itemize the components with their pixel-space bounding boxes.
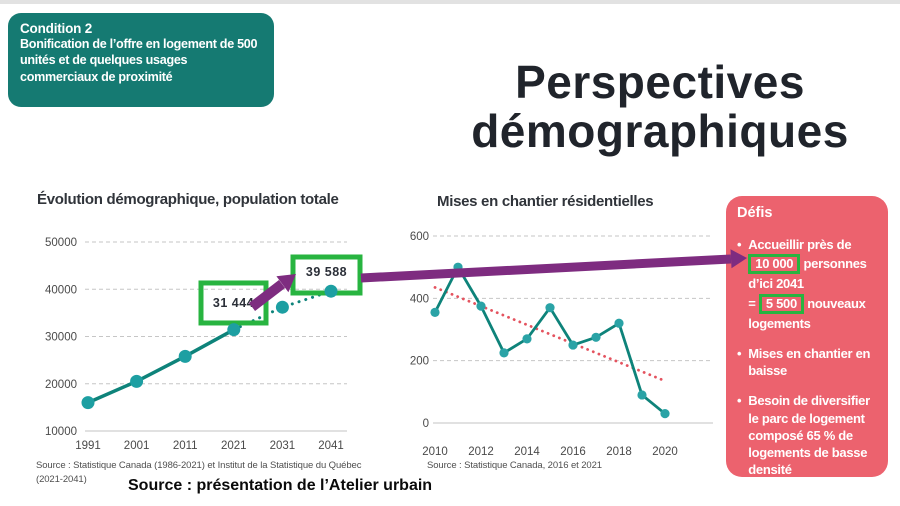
defis-callout: Défis • Accueillir près de 10 000 personn…: [726, 196, 888, 477]
defis-bullet: • Besoin de diversifier le parc de logeme…: [737, 392, 877, 478]
annotation-label: 31 444: [213, 296, 254, 310]
bottom-source: Source : présentation de l’Atelier urbai…: [128, 477, 433, 494]
data-point: [178, 349, 192, 363]
population-chart-title: Évolution démographique, population tota…: [37, 191, 339, 208]
highlight-value: 5 500: [758, 293, 804, 314]
y-tick-label: 0: [423, 418, 429, 430]
data-point: [637, 390, 647, 400]
condition-title: Condition 2: [20, 21, 93, 36]
population-chart: 10000 20000 30000 40000 50000 1991 2001 2011 202…: [45, 237, 363, 452]
data-point: [545, 303, 555, 313]
bullet-segment: =: [748, 295, 759, 311]
x-tick-label: 2020: [652, 446, 678, 458]
x-tick-label: 2011: [173, 440, 198, 452]
defis-title: Défis: [737, 205, 773, 221]
y-tick-label: 10000: [45, 426, 77, 438]
x-tick-label: 2018: [606, 446, 632, 458]
data-point: [660, 409, 670, 419]
data-point: [324, 284, 338, 298]
data-point: [499, 348, 509, 358]
x-tick-label: 2014: [514, 446, 540, 458]
condition-callout: Condition 2 Bonification de l’offre en l…: [8, 13, 274, 107]
y-tick-label: 20000: [45, 379, 77, 391]
x-tick-label: 1991: [75, 440, 101, 452]
y-tick-label: 600: [410, 231, 429, 243]
bullet-text: Accueillir près de 10 000 personnes d’ic…: [748, 236, 877, 332]
bullet-marker: •: [737, 346, 742, 362]
y-tick-label: 400: [410, 293, 429, 305]
data-point: [453, 262, 463, 272]
top-strip: [0, 0, 900, 4]
data-point: [130, 374, 144, 388]
bullet-text: Besoin de diversifier le parc de logemen…: [748, 392, 877, 478]
series-line: [433, 265, 666, 415]
data-point: [522, 334, 532, 344]
y-tick-label: 200: [410, 356, 429, 368]
data-point: [476, 301, 486, 311]
housing-chart-source: Source : Statistique Canada, 2016 et 202…: [427, 460, 602, 471]
y-tick-label: 30000: [45, 332, 77, 344]
housing-chart-title: Mises en chantier résidentielles: [437, 193, 654, 210]
page-title: Perspectives démographiques: [430, 58, 890, 156]
data-point: [275, 300, 289, 314]
x-tick-label: 2012: [468, 446, 494, 458]
x-tick-label: 2016: [560, 446, 586, 458]
x-tick-label: 2041: [318, 440, 344, 452]
data-point: [81, 396, 95, 410]
defis-bullet: • Mises en chantier en baisse: [737, 345, 877, 379]
x-tick-label: 2021: [221, 440, 247, 452]
condition-body: Bonification de l’offre en logement de 5…: [20, 37, 258, 84]
y-tick-label: 50000: [45, 237, 77, 249]
annotation-label: 39 588: [306, 265, 347, 279]
data-point: [227, 323, 241, 337]
bullet-segment: Besoin de diversifier le parc de logemen…: [748, 393, 870, 477]
highlight-value: 10 000: [748, 254, 801, 275]
bullet-segment: Mises en chantier en baisse: [748, 346, 871, 379]
data-point: [568, 340, 578, 350]
housing-chart: 0 200 400 600 2010 2012 2014 2016 2018 2020: [410, 231, 713, 458]
y-tick-label: 40000: [45, 284, 77, 296]
x-tick-label: 2010: [422, 446, 448, 458]
bullet-segment: nouveaux logements: [748, 295, 866, 331]
bullet-segment: personnes d’ici 2041: [748, 256, 867, 292]
data-point: [591, 332, 601, 342]
data-point: [614, 318, 624, 328]
population-chart-source: Source : Statistique Canada (1986-2021) …: [36, 460, 362, 486]
bullet-text: Mises en chantier en baisse: [748, 345, 877, 379]
bullet-segment: Accueillir près de: [748, 237, 852, 252]
data-point: [430, 307, 440, 317]
defis-bullet: • Accueillir près de 10 000 personnes d’i…: [737, 236, 877, 332]
bullet-marker: •: [737, 237, 742, 252]
page-title-line1: Perspectives: [515, 56, 805, 108]
x-tick-label: 2031: [270, 440, 296, 452]
page-title-line2: démographiques: [471, 104, 849, 157]
defis-bullet-list: • Accueillir près de 10 000 personnes d’i…: [737, 236, 877, 478]
trendline: [433, 286, 667, 383]
series-line: [87, 328, 235, 405]
bullet-marker: •: [737, 393, 742, 409]
x-tick-label: 2001: [124, 440, 150, 452]
